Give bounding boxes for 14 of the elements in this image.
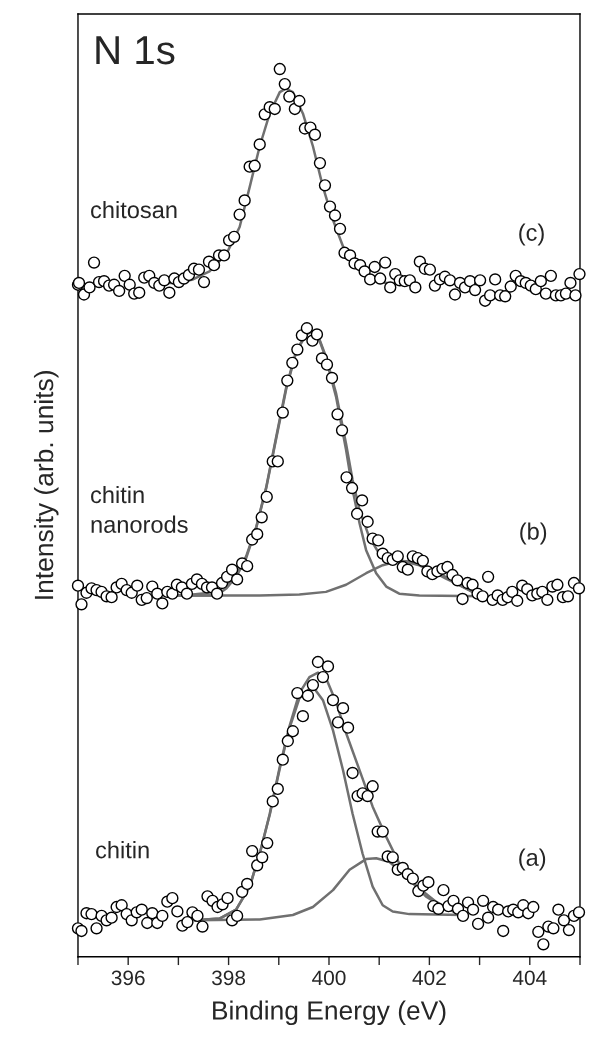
annotation: (c)	[519, 223, 544, 246]
annotation: chitin	[96, 841, 149, 859]
x-tick-label: 404	[512, 970, 547, 986]
x-tick-label: 400	[312, 970, 346, 986]
y-axis-title: Intensity (arb. units)	[33, 371, 59, 599]
x-tick-label: 396	[111, 970, 145, 986]
x-axis-title: Binding Energy (eV)	[213, 1000, 446, 1026]
annotation: chitosan	[91, 200, 177, 219]
chart-title: N 1s	[96, 36, 175, 65]
annotation: (a)	[519, 848, 546, 871]
x-tick-label: 402	[412, 970, 446, 986]
annotation: (b)	[520, 522, 547, 545]
annotation: chitin nanorods	[91, 485, 188, 533]
x-tick-label: 398	[212, 970, 246, 986]
